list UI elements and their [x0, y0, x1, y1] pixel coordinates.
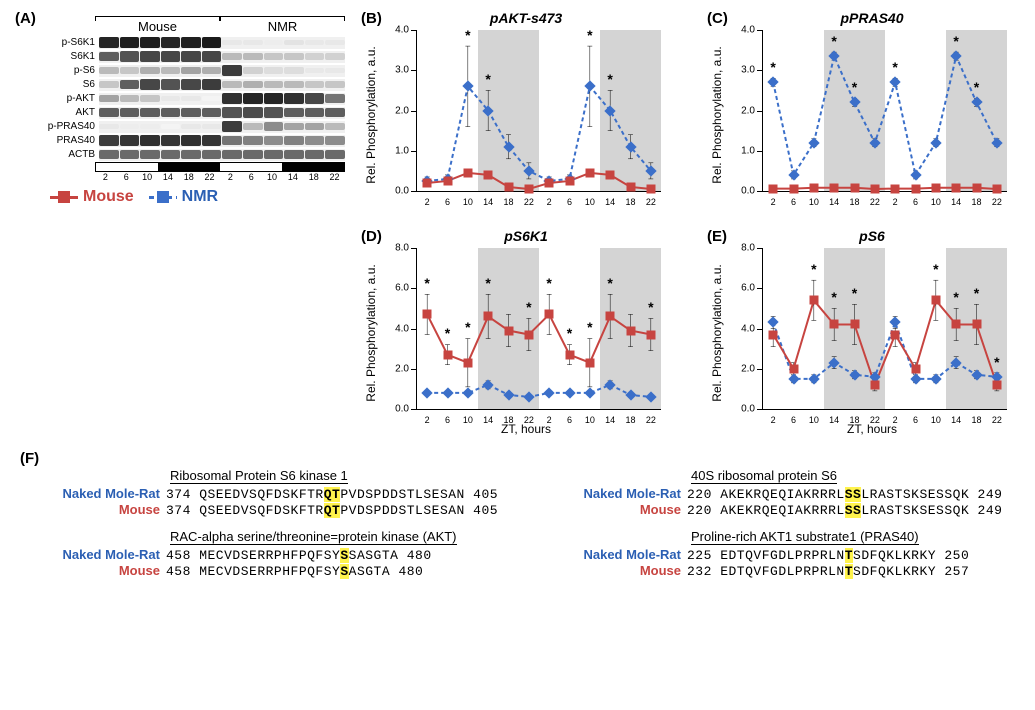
panel-c-label: (C)	[707, 10, 728, 27]
species-mouse: Mouse	[95, 16, 220, 34]
chart-b: 0.01.02.03.04.026101418222610141822****	[416, 30, 661, 192]
chart-d: 0.02.04.06.08.026101418222610141822*****…	[416, 248, 661, 410]
blot-rows: p-S6K1S6K1p-S6S6p-AKTAKTp-PRAS40PRAS40AC…	[40, 36, 345, 161]
legend-nmr-label: NMR	[182, 188, 218, 206]
western-blot: Mouse NMR p-S6K1S6K1p-S6S6p-AKTAKTp-PRAS…	[40, 16, 345, 182]
legend-mouse-label: Mouse	[83, 188, 134, 206]
panel-d-title: pS6K1	[504, 228, 548, 244]
panel-d: (D) pS6K1 Rel. Phosphorylation, a.u. 0.0…	[356, 228, 696, 438]
legend-mouse: Mouse	[50, 188, 134, 206]
seq-col-1: Ribosomal Protein S6 kinase 1Naked Mole-…	[40, 467, 511, 589]
seq-col-2: 40S ribosomal protein S6Naked Mole-Rat22…	[561, 467, 1032, 589]
panel-a-label: (A)	[15, 10, 36, 27]
panel-b-title: pAKT-s473	[490, 10, 562, 26]
legend-nmr: NMR	[149, 188, 218, 206]
light-dark-bar	[95, 162, 345, 172]
ylabel: Rel. Phosphorylation, a.u.	[364, 46, 378, 183]
panel-f-label: (F)	[20, 450, 1032, 467]
chart-e: 0.02.04.06.08.026101418222610141822*****…	[762, 248, 1007, 410]
panel-c: (C) pPRAS40 Rel. Phosphorylation, a.u. 0…	[702, 10, 1035, 220]
panel-e-title: pS6	[859, 228, 885, 244]
panel-e: (E) pS6 Rel. Phosphorylation, a.u. 0.02.…	[702, 228, 1035, 438]
species-nmr: NMR	[220, 16, 345, 34]
chart-c: 0.01.02.03.04.026101418222610141822*****…	[762, 30, 1007, 192]
panel-d-label: (D)	[361, 228, 382, 245]
blot-zt-labels: 26101418222610141822	[95, 172, 345, 182]
species-header: Mouse NMR	[95, 16, 345, 34]
panel-b: (B) pAKT-s473 Rel. Phosphorylation, a.u.…	[356, 10, 696, 220]
figure-grid: (A) Mouse NMR p-S6K1S6K1p-S6S6p-AKTAKTp-…	[10, 10, 1025, 593]
panel-f: (F) Ribosomal Protein S6 kinase 1Naked M…	[10, 446, 1035, 593]
panel-a: (A) Mouse NMR p-S6K1S6K1p-S6S6p-AKTAKTp-…	[10, 10, 350, 438]
legend: Mouse NMR	[50, 188, 218, 206]
ylabel: Rel. Phosphorylation, a.u.	[710, 46, 724, 183]
sequence-columns: Ribosomal Protein S6 kinase 1Naked Mole-…	[40, 467, 1032, 589]
xlabel: ZT, hours	[847, 422, 897, 436]
panel-e-label: (E)	[707, 228, 727, 245]
ylabel: Rel. Phosphorylation, a.u.	[710, 264, 724, 401]
ylabel: Rel. Phosphorylation, a.u.	[364, 264, 378, 401]
xlabel: ZT, hours	[501, 422, 551, 436]
panel-b-label: (B)	[361, 10, 382, 27]
panel-c-title: pPRAS40	[840, 10, 903, 26]
